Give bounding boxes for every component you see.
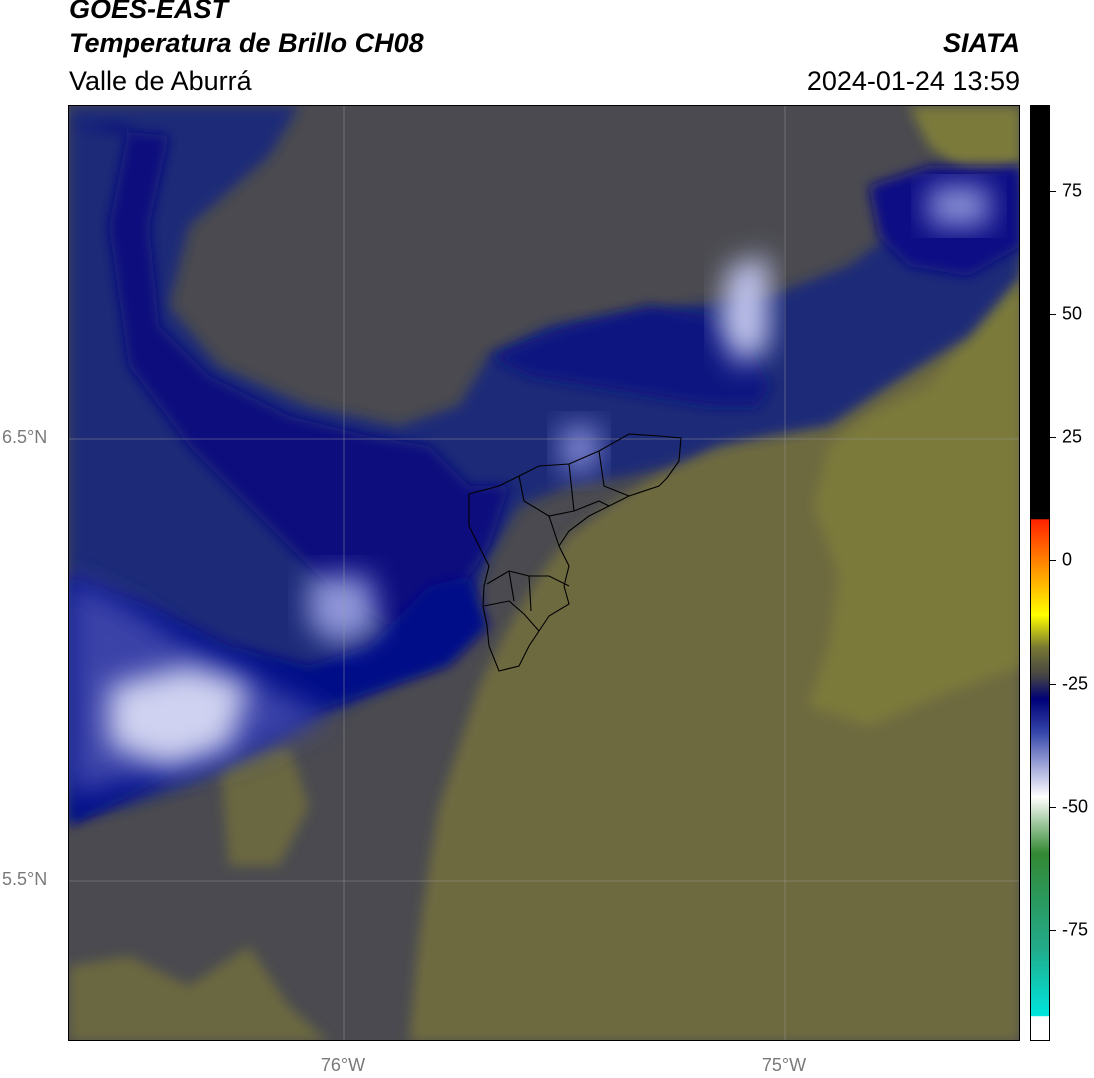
- cloud-core-northeast: [929, 186, 989, 226]
- colorbar-label-25: 25: [1062, 426, 1083, 447]
- temperature-colorbar: [1030, 105, 1050, 1041]
- olive-patch-southwest: [69, 946, 327, 1040]
- colorbar-label-0: 0: [1062, 549, 1073, 570]
- colorbar-label-50: 50: [1062, 303, 1083, 324]
- colorbar-label-minus-75: -75: [1062, 919, 1089, 940]
- satellite-title: GOES-EAST: [69, 0, 229, 24]
- colorbar-tick: [1050, 314, 1056, 315]
- region-subtitle: Valle de Aburrá: [69, 66, 252, 96]
- deep-cloud-north: [489, 306, 769, 406]
- colorbar-label-minus-50: -50: [1062, 796, 1089, 817]
- brightness-temperature-map[interactable]: [68, 105, 1020, 1041]
- colorbar-tick: [1050, 191, 1056, 192]
- lat-label-5-5n: 5.5°N: [2, 869, 48, 889]
- colorbar-label-minus-25: -25: [1062, 673, 1089, 694]
- deep-cloud-west: [69, 126, 509, 626]
- colorbar-tick: [1050, 930, 1056, 931]
- lon-label-76w: 76°W: [320, 1055, 366, 1075]
- lat-label-6-5n: 6.5°N: [2, 427, 48, 447]
- map-canvas: [69, 106, 1019, 1040]
- colorbar-tick: [1050, 560, 1056, 561]
- timestamp-label: 2024-01-24 13:59: [806, 66, 1020, 96]
- organization-label: SIATA: [943, 28, 1020, 58]
- municipal-boundaries: [468, 433, 682, 672]
- cold-cloud-region: [69, 106, 1019, 821]
- graticule: [69, 106, 1019, 1040]
- product-title: Temperatura de Brillo CH08: [69, 28, 424, 58]
- colorbar-tick: [1050, 684, 1056, 685]
- olive-patch-west: [219, 746, 309, 866]
- colorbar-label-75: 75: [1062, 180, 1083, 201]
- colorbar-tick: [1050, 437, 1056, 438]
- cloud-core-white-west: [109, 666, 249, 766]
- cloud-core-north: [719, 256, 769, 366]
- lon-label-75w: 75°W: [761, 1055, 807, 1075]
- olive-highlight-east: [809, 268, 1019, 726]
- colorbar-tick: [1050, 807, 1056, 808]
